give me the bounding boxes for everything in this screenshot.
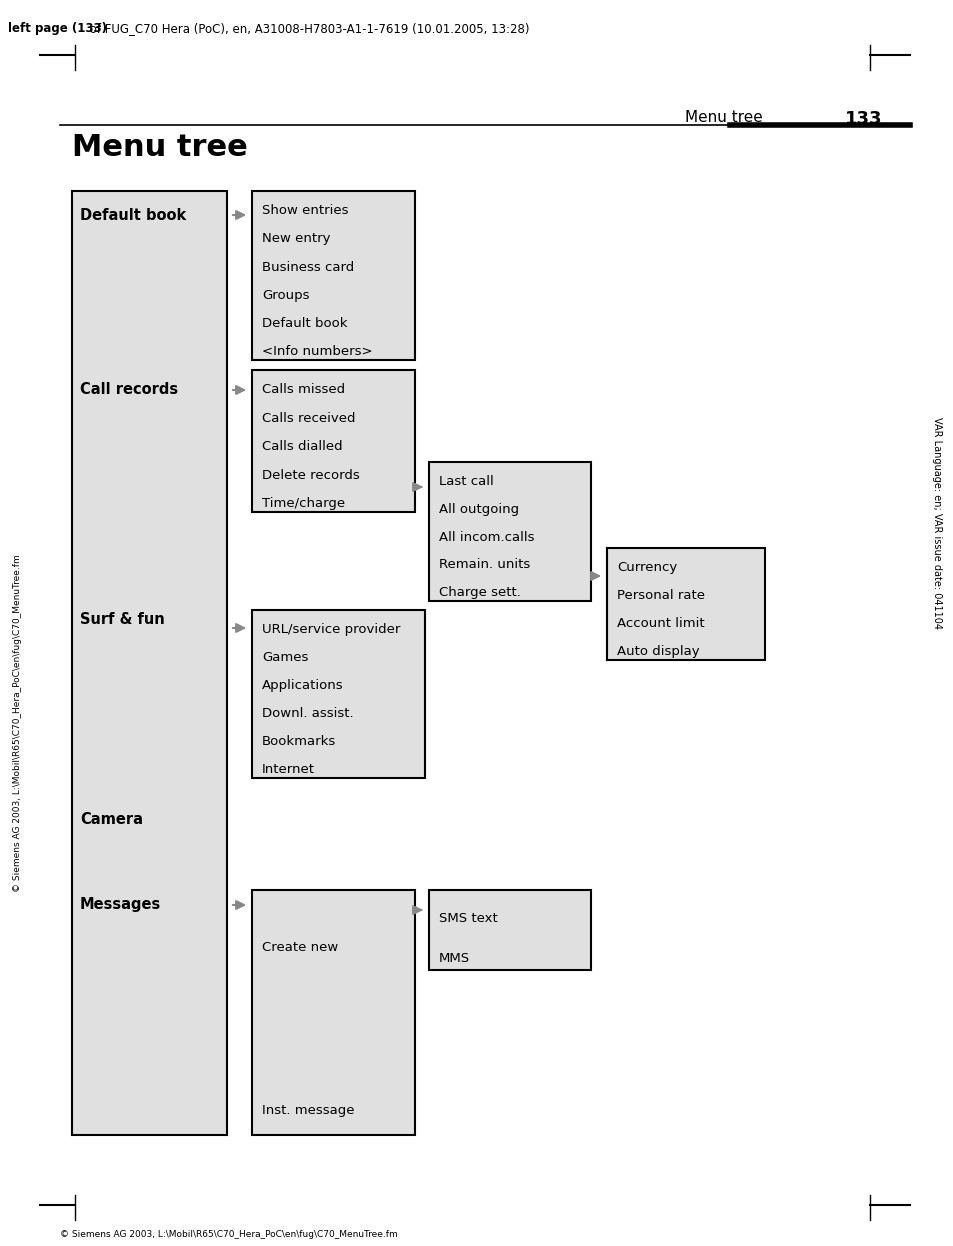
- Text: All incom.calls: All incom.calls: [438, 531, 534, 543]
- Text: Calls missed: Calls missed: [262, 384, 345, 396]
- Text: Menu tree: Menu tree: [684, 110, 762, 125]
- Text: Default book: Default book: [262, 316, 347, 330]
- Text: Time/charge: Time/charge: [262, 497, 345, 510]
- Text: Calls dialled: Calls dialled: [262, 440, 342, 454]
- Text: Menu tree: Menu tree: [71, 133, 248, 162]
- Text: Calls received: Calls received: [262, 411, 355, 425]
- Bar: [252, 611, 424, 778]
- Text: Call records: Call records: [80, 383, 178, 397]
- Text: Messages: Messages: [80, 897, 161, 912]
- Bar: [252, 191, 415, 360]
- Text: Show entries: Show entries: [262, 204, 348, 217]
- Text: Internet: Internet: [262, 763, 314, 776]
- Text: Inst. message: Inst. message: [262, 1104, 355, 1116]
- Text: © Siemens AG 2003, L:\Mobil\R65\C70_Hera_PoC\en\fug\C70_MenuTree.fm: © Siemens AG 2003, L:\Mobil\R65\C70_Hera…: [60, 1230, 397, 1239]
- Text: Games: Games: [262, 652, 308, 664]
- Text: Delete records: Delete records: [262, 468, 359, 482]
- Text: SMS text: SMS text: [438, 912, 497, 925]
- Text: Currency: Currency: [617, 561, 677, 574]
- Text: Surf & fun: Surf & fun: [80, 613, 165, 628]
- Text: Personal rate: Personal rate: [617, 589, 704, 602]
- Text: Business card: Business card: [262, 260, 354, 274]
- Text: MMS: MMS: [438, 952, 470, 964]
- Text: Downl. assist.: Downl. assist.: [262, 706, 354, 720]
- Text: of FUG_C70 Hera (PoC), en, A31008-H7803-A1-1-7619 (10.01.2005, 13:28): of FUG_C70 Hera (PoC), en, A31008-H7803-…: [86, 22, 529, 35]
- Text: Remain. units: Remain. units: [438, 558, 530, 572]
- Text: New entry: New entry: [262, 233, 330, 245]
- Text: Bookmarks: Bookmarks: [262, 735, 335, 748]
- Bar: [429, 462, 590, 601]
- Text: 133: 133: [844, 110, 882, 128]
- Bar: [252, 370, 415, 512]
- Text: Create new: Create new: [262, 941, 338, 953]
- Bar: [429, 890, 590, 969]
- Text: Applications: Applications: [262, 679, 343, 692]
- Text: Charge sett.: Charge sett.: [438, 586, 520, 599]
- Text: <Info numbers>: <Info numbers>: [262, 345, 373, 358]
- Text: Auto display: Auto display: [617, 645, 699, 658]
- Text: Account limit: Account limit: [617, 617, 704, 630]
- Text: URL/service provider: URL/service provider: [262, 623, 400, 637]
- Text: Default book: Default book: [80, 208, 186, 223]
- Text: left page (133): left page (133): [8, 22, 107, 35]
- Text: Groups: Groups: [262, 289, 309, 302]
- Text: © Siemens AG 2003, L:\Mobil\R65\C70_Hera_PoC\en\fug\C70_MenuTree.fm: © Siemens AG 2003, L:\Mobil\R65\C70_Hera…: [12, 553, 22, 892]
- Bar: [71, 191, 227, 1135]
- Text: Camera: Camera: [80, 812, 143, 827]
- Text: All outgoing: All outgoing: [438, 502, 518, 516]
- Bar: [606, 548, 764, 660]
- Bar: [252, 890, 415, 1135]
- Text: VAR Language: en; VAR issue date: 041104: VAR Language: en; VAR issue date: 041104: [931, 417, 941, 629]
- Text: Last call: Last call: [438, 475, 494, 488]
